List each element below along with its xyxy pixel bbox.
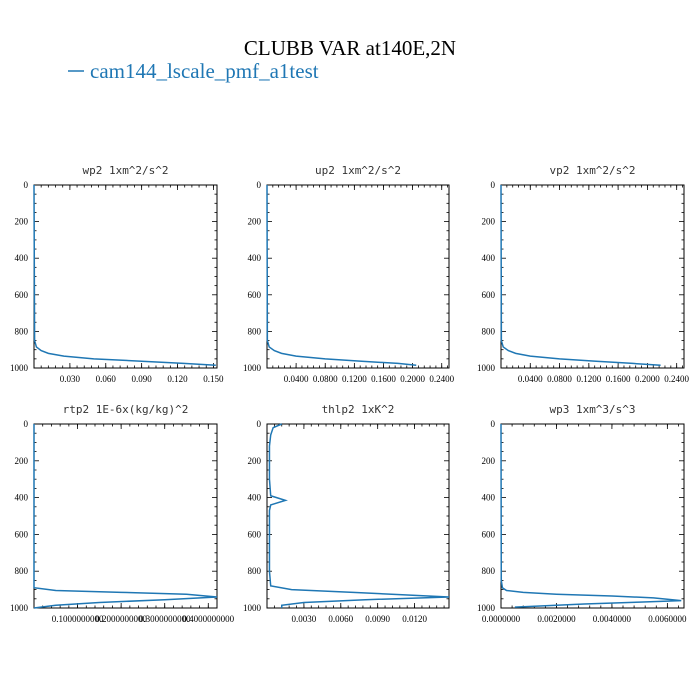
x-tick-label: 0.150 <box>203 374 224 384</box>
y-tick-label: 400 <box>482 253 496 263</box>
legend-label: cam144_lscale_pmf_a1test <box>90 59 319 83</box>
x-tick-label: 0.090 <box>132 374 153 384</box>
y-tick-label: 600 <box>482 529 496 539</box>
y-tick-label: 400 <box>15 493 29 503</box>
y-tick-label: 600 <box>15 290 29 300</box>
x-tick-label: 0.2000 <box>635 374 660 384</box>
panel-title: rtp2 1E-6x(kg/kg)^2 <box>63 403 189 416</box>
y-tick-label: 0 <box>24 419 29 429</box>
x-tick-label: 0.0400 <box>284 374 309 384</box>
panels: wp2 1xm^2/s^2 0 200 400 600 800 1000 0.030 0.060… <box>10 164 690 624</box>
x-tick-label: 0.2400 <box>429 374 454 384</box>
x-tick-label: 0.0800 <box>313 374 338 384</box>
series-line <box>33 424 218 609</box>
y-tick-label: 600 <box>482 290 496 300</box>
series-line <box>500 423 682 608</box>
panel-3: vp2 1xm^2/s^2 0 200 400 600 800 1000 0.0400 0.08… <box>477 164 690 384</box>
y-tick-label: 200 <box>15 217 29 227</box>
x-tick-label: 0.1600 <box>371 374 396 384</box>
y-tick-label: 800 <box>15 326 29 336</box>
x-tick-label: 0.2400 <box>664 374 689 384</box>
y-tick-label: 0 <box>257 180 262 190</box>
y-tick-label: 200 <box>248 217 262 227</box>
x-tick-label: 0.0040000 <box>593 614 632 624</box>
plot-frame <box>500 423 685 609</box>
panel-title: thlp2 1xK^2 <box>322 403 395 416</box>
y-tick-label: 1000 <box>477 603 496 613</box>
plot-frame <box>500 184 685 369</box>
y-tick-label: 1000 <box>477 363 496 373</box>
x-tick-label: 0.3000000000 <box>139 614 191 624</box>
x-tick-label: 0.030 <box>60 374 81 384</box>
panel-title: wp3 1xm^3/s^3 <box>549 403 635 416</box>
y-tick-label: 200 <box>15 456 29 466</box>
panel-5: thlp2 1xK^2 0 200 400 600 800 1000 0.0030 0.0060… <box>243 403 450 624</box>
panel-1: wp2 1xm^2/s^2 0 200 400 600 800 1000 0.030 0.060… <box>10 164 224 384</box>
y-tick-label: 0 <box>257 419 262 429</box>
plot-frame <box>266 184 450 369</box>
panel-title: wp2 1xm^2/s^2 <box>82 164 168 177</box>
panel-title: vp2 1xm^2/s^2 <box>549 164 635 177</box>
plot-frame <box>33 423 218 609</box>
series-line <box>266 184 417 366</box>
x-tick-label: 0.1600 <box>606 374 631 384</box>
y-tick-label: 800 <box>482 326 496 336</box>
y-tick-label: 600 <box>248 290 262 300</box>
series-line <box>500 184 661 366</box>
x-tick-label: 0.0060000 <box>648 614 687 624</box>
y-tick-label: 800 <box>248 566 262 576</box>
y-tick-label: 200 <box>482 456 496 466</box>
x-tick-label: 0.4000000000 <box>182 614 234 624</box>
y-tick-label: 1000 <box>10 603 29 613</box>
y-tick-label: 200 <box>482 217 496 227</box>
panel-4: rtp2 1E-6x(kg/kg)^2 0 200 400 600 800 1000 0.10… <box>10 403 235 624</box>
y-tick-label: 1000 <box>243 603 262 613</box>
x-tick-label: 0.1200 <box>342 374 367 384</box>
x-tick-label: 0.0090 <box>365 614 390 624</box>
y-tick-label: 0 <box>24 180 29 190</box>
y-tick-label: 800 <box>15 566 29 576</box>
x-tick-label: 0.0800 <box>547 374 572 384</box>
y-tick-label: 200 <box>248 456 262 466</box>
x-tick-label: 0.0120 <box>402 614 427 624</box>
x-tick-label: 0.0020000 <box>537 614 576 624</box>
x-tick-label: 0.1200 <box>576 374 601 384</box>
y-tick-label: 0 <box>491 419 496 429</box>
x-tick-label: 0.120 <box>167 374 188 384</box>
x-tick-label: 0.0060 <box>328 614 353 624</box>
series-line <box>33 184 216 366</box>
x-tick-label: 0.0400 <box>518 374 543 384</box>
y-tick-label: 400 <box>248 253 262 263</box>
y-tick-label: 800 <box>248 326 262 336</box>
y-tick-label: 400 <box>248 493 262 503</box>
panel-6: wp3 1xm^3/s^3 0 200 400 600 800 10000.0000000 0… <box>477 403 687 624</box>
x-tick-label: 0.2000 <box>400 374 425 384</box>
panel-title: up2 1xm^2/s^2 <box>315 164 401 177</box>
plot-frame <box>266 423 450 609</box>
y-tick-label: 1000 <box>10 363 29 373</box>
series-line <box>268 423 450 608</box>
figure-title: CLUBB VAR at140E,2N <box>244 36 456 60</box>
y-tick-label: 1000 <box>243 363 262 373</box>
y-tick-label: 400 <box>15 253 29 263</box>
x-tick-label: 0.1000000000 <box>52 614 104 624</box>
y-tick-label: 600 <box>248 529 262 539</box>
x-tick-label: 0.0030 <box>292 614 317 624</box>
y-tick-label: 800 <box>482 566 496 576</box>
y-tick-label: 400 <box>482 493 496 503</box>
x-tick-label: 0.2000000000 <box>95 614 147 624</box>
x-tick-label: 0.0000000 <box>482 614 521 624</box>
panel-2: up2 1xm^2/s^2 0 200 400 600 800 1000 0.0400 0.08… <box>243 164 455 384</box>
y-tick-label: 0 <box>491 180 496 190</box>
y-tick-label: 600 <box>15 529 29 539</box>
plot-frame <box>33 184 218 369</box>
x-tick-label: 0.060 <box>96 374 117 384</box>
